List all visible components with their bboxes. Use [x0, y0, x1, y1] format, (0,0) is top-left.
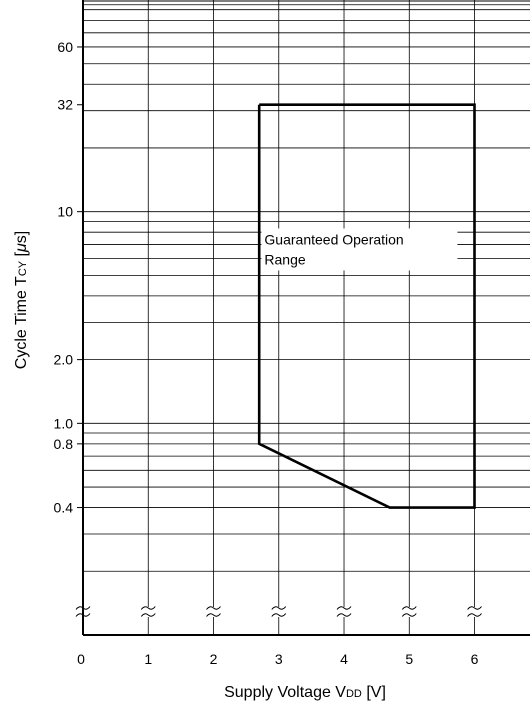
axis-break-marks: [73, 606, 530, 617]
x-tick-label-6: 6: [471, 651, 479, 667]
annotation-line-0: Guaranteed Operation: [264, 231, 403, 247]
y-tick-label-5: 0.8: [54, 436, 74, 452]
axis-break-5-b: [401, 613, 417, 617]
x-tick-label-1: 1: [144, 651, 152, 667]
y-tick-label-1: 32: [57, 97, 73, 113]
x-axis-title-unit: [V]: [362, 684, 386, 701]
y-tick-label-4: 1.0: [54, 415, 74, 431]
axis-break-3-b: [271, 613, 287, 617]
axis-break-6-b: [467, 613, 482, 617]
y-axis-title: Cycle Time TCY [μs]: [13, 231, 30, 369]
annotation-layer: Guaranteed Operation Range: [261, 228, 458, 271]
axis-break-4-a: [336, 606, 352, 610]
x-tick-label-3: 3: [275, 651, 283, 667]
axis-break-3-a: [271, 606, 287, 610]
axis-break-5-a: [401, 606, 417, 610]
y-tick-label-6: 0.4: [54, 500, 74, 516]
y-axis-title-unit: [: [13, 251, 30, 260]
y-tick-label-3: 2.0: [54, 352, 74, 368]
y-axis-title-main: Cycle Time T: [13, 276, 30, 369]
axis-break-6-a: [467, 606, 482, 610]
x-tick-label-0: 0: [77, 651, 85, 667]
axis-break-2-b: [206, 613, 221, 617]
x-axis-title: Supply Voltage VDD [V]: [224, 684, 386, 701]
grid: [83, 0, 530, 635]
y-axis-title-sub: CY: [17, 260, 29, 276]
axes: [77, 0, 530, 636]
axis-break-gap: [73, 607, 530, 617]
y-tick-label-2: 10: [57, 204, 73, 220]
operation-range-outline-0: [257, 103, 476, 509]
axis-break-1-a: [140, 606, 156, 610]
y-tick-label-0: 60: [57, 39, 73, 55]
annotation-line-1: Range: [264, 251, 305, 267]
axis-break-4-b: [336, 613, 352, 617]
x-tick-label-4: 4: [340, 651, 348, 667]
tick-labels: 60 32 10 2.0 1.0 0.8 0.4 0 1 2 3 4 5 6: [54, 39, 479, 667]
axis-break-1-b: [140, 613, 156, 617]
x-tick-label-2: 2: [210, 651, 218, 667]
y-axis-title-mu: μ: [13, 243, 30, 253]
axis-break-2-a: [206, 606, 221, 610]
x-tick-label-5: 5: [405, 651, 413, 667]
y-axis-title-end: s]: [13, 231, 30, 243]
series-layer: [257, 103, 476, 509]
annotation-background: [261, 228, 458, 271]
x-axis-title-main: Supply Voltage V: [224, 684, 346, 701]
x-axis-title-sub: DD: [346, 688, 362, 700]
